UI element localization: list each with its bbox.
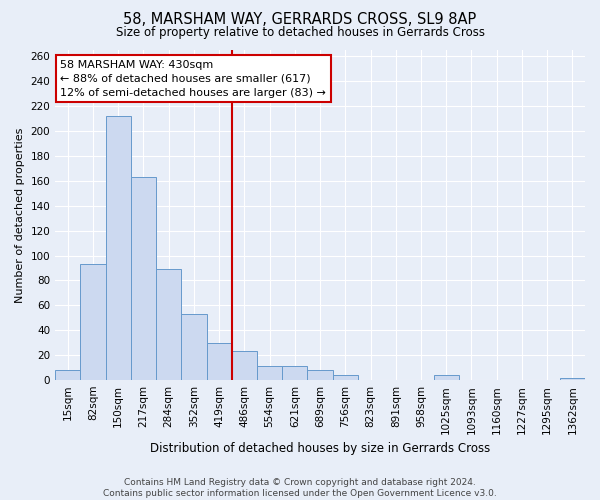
- Bar: [80, 264, 106, 380]
- Bar: [307, 370, 332, 380]
- Bar: [206, 342, 232, 380]
- Bar: [434, 375, 459, 380]
- Bar: [257, 366, 282, 380]
- Text: Contains HM Land Registry data © Crown copyright and database right 2024.
Contai: Contains HM Land Registry data © Crown c…: [103, 478, 497, 498]
- X-axis label: Distribution of detached houses by size in Gerrards Cross: Distribution of detached houses by size …: [150, 442, 490, 455]
- Y-axis label: Number of detached properties: Number of detached properties: [15, 128, 25, 302]
- Text: Size of property relative to detached houses in Gerrards Cross: Size of property relative to detached ho…: [115, 26, 485, 39]
- Bar: [131, 177, 156, 380]
- Bar: [332, 375, 358, 380]
- Text: 58 MARSHAM WAY: 430sqm
← 88% of detached houses are smaller (617)
12% of semi-de: 58 MARSHAM WAY: 430sqm ← 88% of detached…: [61, 60, 326, 98]
- Bar: [560, 378, 585, 380]
- Bar: [282, 366, 307, 380]
- Bar: [106, 116, 131, 380]
- Bar: [156, 269, 181, 380]
- Bar: [181, 314, 206, 380]
- Bar: [232, 352, 257, 380]
- Bar: [55, 370, 80, 380]
- Text: 58, MARSHAM WAY, GERRARDS CROSS, SL9 8AP: 58, MARSHAM WAY, GERRARDS CROSS, SL9 8AP: [124, 12, 476, 28]
